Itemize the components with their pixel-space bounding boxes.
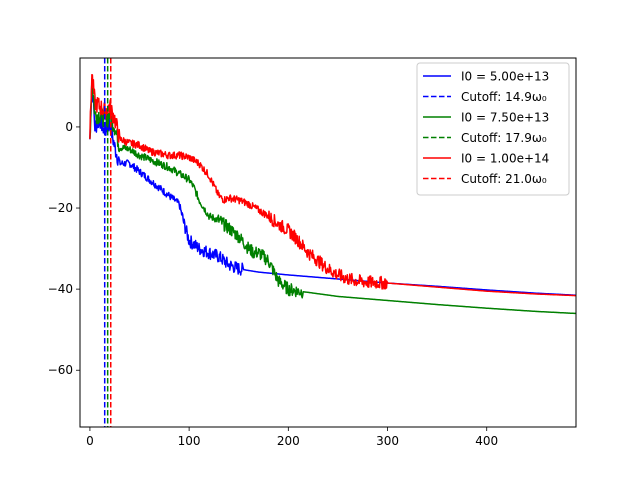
legend-label: Cutoff: 21.0ω₀ xyxy=(461,172,547,186)
y-axis: 0 −20 −40 −60 xyxy=(48,120,80,377)
x-axis: 0 100 200 300 400 xyxy=(86,427,498,448)
series-line-1 xyxy=(89,78,576,296)
x-tick-label: 0 xyxy=(86,434,94,448)
legend-label: Cutoff: 14.9ω₀ xyxy=(461,90,547,104)
y-tick-label: 0 xyxy=(65,120,73,134)
series-line-3 xyxy=(89,73,576,297)
legend-label: I0 = 5.00e+13 xyxy=(461,70,549,84)
series-layer xyxy=(89,58,576,427)
legend-label: Cutoff: 17.9ω₀ xyxy=(461,131,547,145)
y-tick-label: −60 xyxy=(48,363,73,377)
x-tick-label: 400 xyxy=(475,434,498,448)
y-tick-label: −40 xyxy=(48,282,73,296)
legend-box xyxy=(416,62,570,196)
y-tick-label: −20 xyxy=(48,201,73,215)
legend-label: I0 = 1.00e+14 xyxy=(461,152,549,166)
legend-label: I0 = 7.50e+13 xyxy=(461,111,549,125)
x-tick-label: 200 xyxy=(277,434,300,448)
x-tick-label: 100 xyxy=(178,434,201,448)
series-line-2 xyxy=(89,77,576,315)
plot-frame xyxy=(79,57,577,428)
x-tick-label: 300 xyxy=(376,434,399,448)
legend: I0 = 5.00e+13 Cutoff: 14.9ω₀ I0 = 7.50e+13… xyxy=(416,62,570,196)
